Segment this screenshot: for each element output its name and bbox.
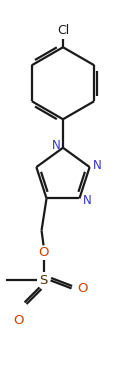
Text: N: N [93, 159, 101, 172]
Text: N: N [82, 194, 91, 207]
Text: Cl: Cl [57, 24, 69, 37]
Text: O: O [38, 246, 49, 259]
Text: S: S [39, 274, 48, 287]
Text: N: N [52, 139, 61, 152]
Text: O: O [13, 314, 24, 327]
Text: O: O [77, 282, 88, 295]
